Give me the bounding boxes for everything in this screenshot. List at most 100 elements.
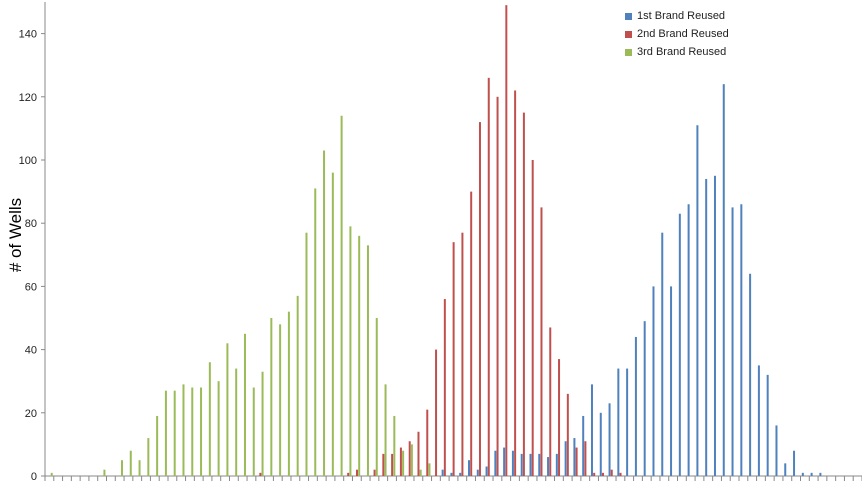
bar-2nd [601, 472, 604, 476]
bar-3rd [393, 415, 396, 476]
bar-3rd [200, 387, 203, 476]
bar-2nd [487, 77, 490, 476]
legend-item: 1st Brand Reused [625, 7, 729, 25]
bar-2nd [443, 299, 446, 476]
bar-2nd [540, 207, 543, 476]
bar-3rd [191, 387, 194, 476]
bar-1st [670, 286, 673, 476]
bar-2nd [391, 453, 394, 476]
bar-1st [608, 403, 611, 476]
y-axis-label: # of Wells [6, 197, 25, 273]
y-tick-label: 60 [25, 281, 37, 293]
bar-3rd [428, 463, 431, 476]
y-tick-label: 20 [25, 408, 37, 420]
bar-1st [573, 438, 576, 476]
bar-3rd [375, 318, 378, 476]
bar-2nd [505, 5, 508, 476]
bar-1st [564, 441, 567, 476]
bar-3rd [182, 384, 185, 476]
bar-2nd [452, 242, 455, 476]
legend-swatch-2nd [625, 30, 632, 38]
bar-2nd [575, 447, 578, 476]
bar-3rd [349, 226, 352, 476]
bar-1st [582, 415, 585, 476]
bar-3rd [120, 460, 123, 476]
bar-2nd [531, 160, 534, 476]
bar-1st [784, 463, 787, 476]
bar-1st [547, 457, 550, 476]
bar-3rd [270, 318, 273, 476]
bar-1st [485, 466, 488, 476]
bar-1st [538, 453, 541, 476]
bar-1st [441, 469, 444, 476]
bar-1st [503, 447, 506, 476]
bar-3rd [156, 415, 159, 476]
bar-3rd [50, 472, 53, 476]
bar-3rd [358, 235, 361, 476]
bar-1st [617, 368, 620, 476]
bar-1st [661, 232, 664, 476]
bar-2nd [558, 359, 561, 476]
bar-3rd [138, 460, 141, 476]
bar-1st [678, 213, 681, 476]
bar-1st [731, 207, 734, 476]
bar-1st [740, 204, 743, 477]
bar-1st [555, 453, 558, 476]
bar-3rd [323, 150, 326, 476]
chart-axes: 0 20 40 60 80 100 120 140 [19, 2, 862, 482]
bar-2nd [461, 232, 464, 476]
bar-3rd [235, 368, 238, 476]
bar-3rd [226, 343, 229, 476]
bar-1st [793, 450, 796, 476]
bar-3rd [340, 115, 343, 476]
bar-2nd [259, 472, 262, 476]
bar-3rd [261, 371, 264, 476]
bar-2nd [584, 441, 587, 476]
bar-1st [634, 336, 637, 476]
bar-2nd [382, 453, 385, 476]
y-tick-label: 100 [19, 155, 37, 167]
bar-3rd [217, 381, 220, 476]
bar-1st [775, 425, 778, 476]
bar-2nd [355, 469, 358, 476]
bar-2nd [408, 441, 411, 476]
bar-3rd [410, 444, 413, 476]
bar-1st [713, 175, 716, 477]
bar-3rd [314, 188, 317, 476]
bar-1st [687, 204, 690, 477]
bar-2nd [470, 191, 473, 476]
bar-1st [696, 125, 699, 477]
bar-2nd [610, 469, 613, 476]
bar-3rd [208, 362, 211, 476]
bar-3rd [366, 245, 369, 476]
bar-2nd [522, 112, 525, 476]
legend-swatch-1st [625, 12, 632, 20]
y-tick-label: 40 [25, 345, 37, 357]
bar-2nd [373, 469, 376, 476]
bar-3rd [252, 387, 255, 476]
bar-1st [459, 472, 462, 476]
bar-1st [757, 365, 760, 476]
bar-1st [626, 368, 629, 476]
bar-1st [810, 472, 813, 476]
bar-1st [511, 450, 514, 476]
bar-2nd [496, 96, 499, 477]
bar-1st [801, 472, 804, 476]
bar-1st [599, 412, 602, 476]
chart-legend: 1st Brand Reused 2nd Brand Reused 3rd Br… [625, 7, 729, 61]
bar-3rd [296, 295, 299, 476]
bar-1st [450, 472, 453, 476]
bar-3rd [419, 469, 422, 476]
bar-1st [722, 84, 725, 476]
bar-1st [643, 321, 646, 476]
bar-1st [529, 453, 532, 476]
bar-1st [520, 453, 523, 476]
bar-3rd [402, 450, 405, 476]
bar-2nd [566, 393, 569, 476]
bar-2nd [619, 472, 622, 476]
bar-1st [494, 450, 497, 476]
bar-1st [468, 460, 470, 476]
bar-3rd [129, 450, 132, 476]
bar-3rd [147, 438, 150, 476]
legend-label-3rd: 3rd Brand Reused [637, 46, 727, 58]
